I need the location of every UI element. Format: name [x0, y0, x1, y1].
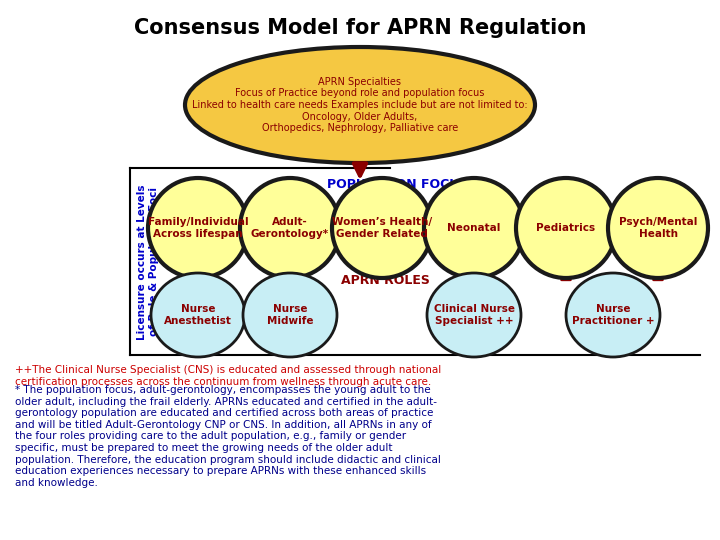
Text: Family/Individual
Across lifespan: Family/Individual Across lifespan: [148, 217, 248, 239]
Text: APRN Specialties
Focus of Practice beyond role and population focus
Linked to he: APRN Specialties Focus of Practice beyon…: [192, 77, 528, 133]
Text: ++The Clinical Nurse Specialist (CNS) is educated and assessed through national
: ++The Clinical Nurse Specialist (CNS) is…: [15, 365, 441, 387]
Text: Women’s Health/
Gender Related: Women’s Health/ Gender Related: [332, 217, 432, 239]
Text: Nurse
Anesthetist: Nurse Anesthetist: [164, 304, 232, 326]
Text: Neonatal: Neonatal: [447, 223, 500, 233]
Ellipse shape: [240, 178, 340, 278]
Text: Clinical Nurse
Specialist ++: Clinical Nurse Specialist ++: [433, 304, 515, 326]
Ellipse shape: [566, 273, 660, 357]
Ellipse shape: [148, 178, 248, 278]
Text: Nurse
Practitioner +: Nurse Practitioner +: [572, 304, 654, 326]
Ellipse shape: [332, 178, 432, 278]
Ellipse shape: [608, 178, 708, 278]
Text: Pediatrics: Pediatrics: [536, 223, 595, 233]
Text: Licensure occurs at Levels
of Role & Population Foci: Licensure occurs at Levels of Role & Pop…: [138, 184, 159, 340]
Text: * The population focus, adult-gerontology, encompasses the young adult to the
ol: * The population focus, adult-gerontolog…: [15, 385, 441, 488]
Text: POPULATION FOCI: POPULATION FOCI: [327, 179, 454, 192]
Text: Nurse
Midwife: Nurse Midwife: [266, 304, 313, 326]
Ellipse shape: [427, 273, 521, 357]
Ellipse shape: [185, 47, 535, 163]
Text: Psych/Mental
Health: Psych/Mental Health: [618, 217, 697, 239]
Text: APRN ROLES: APRN ROLES: [341, 273, 429, 287]
Text: Adult-
Gerontology*: Adult- Gerontology*: [251, 217, 329, 239]
Ellipse shape: [424, 178, 524, 278]
Ellipse shape: [151, 273, 245, 357]
Text: Consensus Model for APRN Regulation: Consensus Model for APRN Regulation: [134, 18, 586, 38]
Ellipse shape: [516, 178, 616, 278]
Ellipse shape: [243, 273, 337, 357]
